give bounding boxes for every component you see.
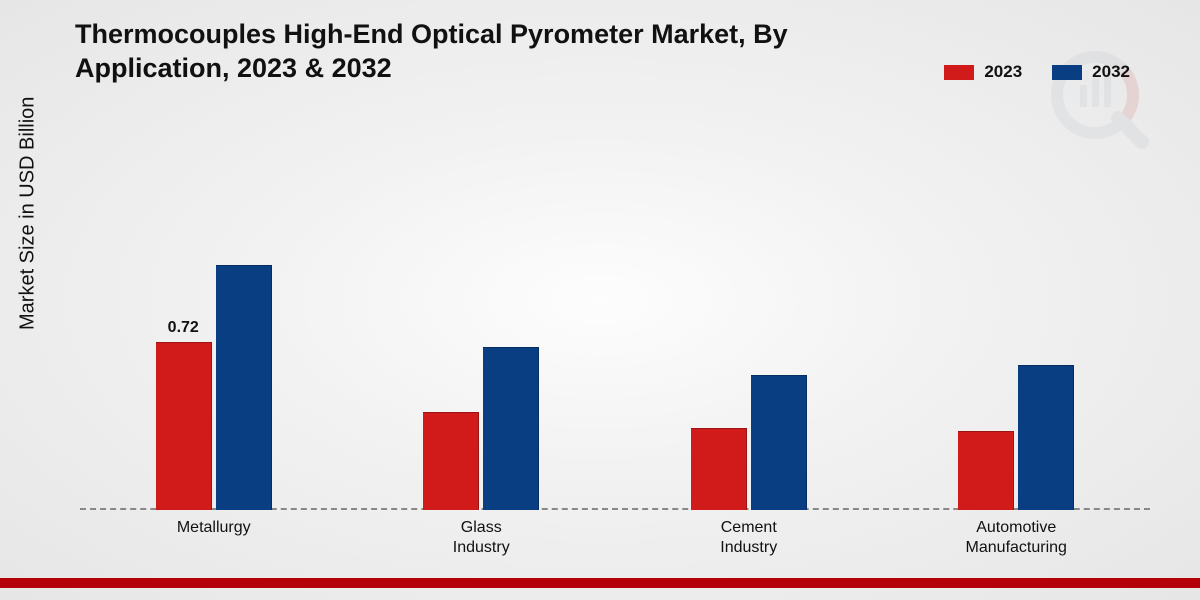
bar-2023-metallurgy: 0.72 (156, 342, 212, 510)
legend-swatch-2032 (1052, 65, 1082, 80)
legend-item-2032: 2032 (1052, 62, 1130, 82)
legend-label-2023: 2023 (984, 62, 1022, 82)
bar-2032-glass (483, 347, 539, 510)
x-label-automotive: Automotive Manufacturing (956, 518, 1076, 558)
x-label-metallurgy: Metallurgy (154, 518, 274, 558)
legend-item-2023: 2023 (944, 62, 1022, 82)
bar-2032-automotive (1018, 365, 1074, 510)
y-axis-label: Market Size in USD Billion (17, 97, 40, 330)
x-axis-labels: Metallurgy Glass Industry Cement Industr… (80, 518, 1150, 558)
x-label-glass: Glass Industry (421, 518, 541, 558)
chart-title: Thermocouples High-End Optical Pyrometer… (75, 18, 900, 86)
bar-2023-glass (423, 412, 479, 510)
footer-accent-bar (0, 578, 1200, 588)
bar-2023-cement (691, 428, 747, 510)
bar-2032-metallurgy (216, 265, 272, 510)
plot-area: 0.72 (80, 160, 1150, 510)
watermark-logo (1040, 40, 1150, 155)
legend: 2023 2032 (944, 62, 1130, 82)
group-cement (691, 375, 807, 510)
bar-2023-automotive (958, 431, 1014, 510)
bar-value-label: 0.72 (168, 319, 199, 337)
group-glass (423, 347, 539, 510)
bar-2032-cement (751, 375, 807, 510)
bar-groups: 0.72 (80, 160, 1150, 510)
x-label-cement: Cement Industry (689, 518, 809, 558)
legend-label-2032: 2032 (1092, 62, 1130, 82)
group-metallurgy: 0.72 (156, 265, 272, 510)
legend-swatch-2023 (944, 65, 974, 80)
group-automotive (958, 365, 1074, 510)
